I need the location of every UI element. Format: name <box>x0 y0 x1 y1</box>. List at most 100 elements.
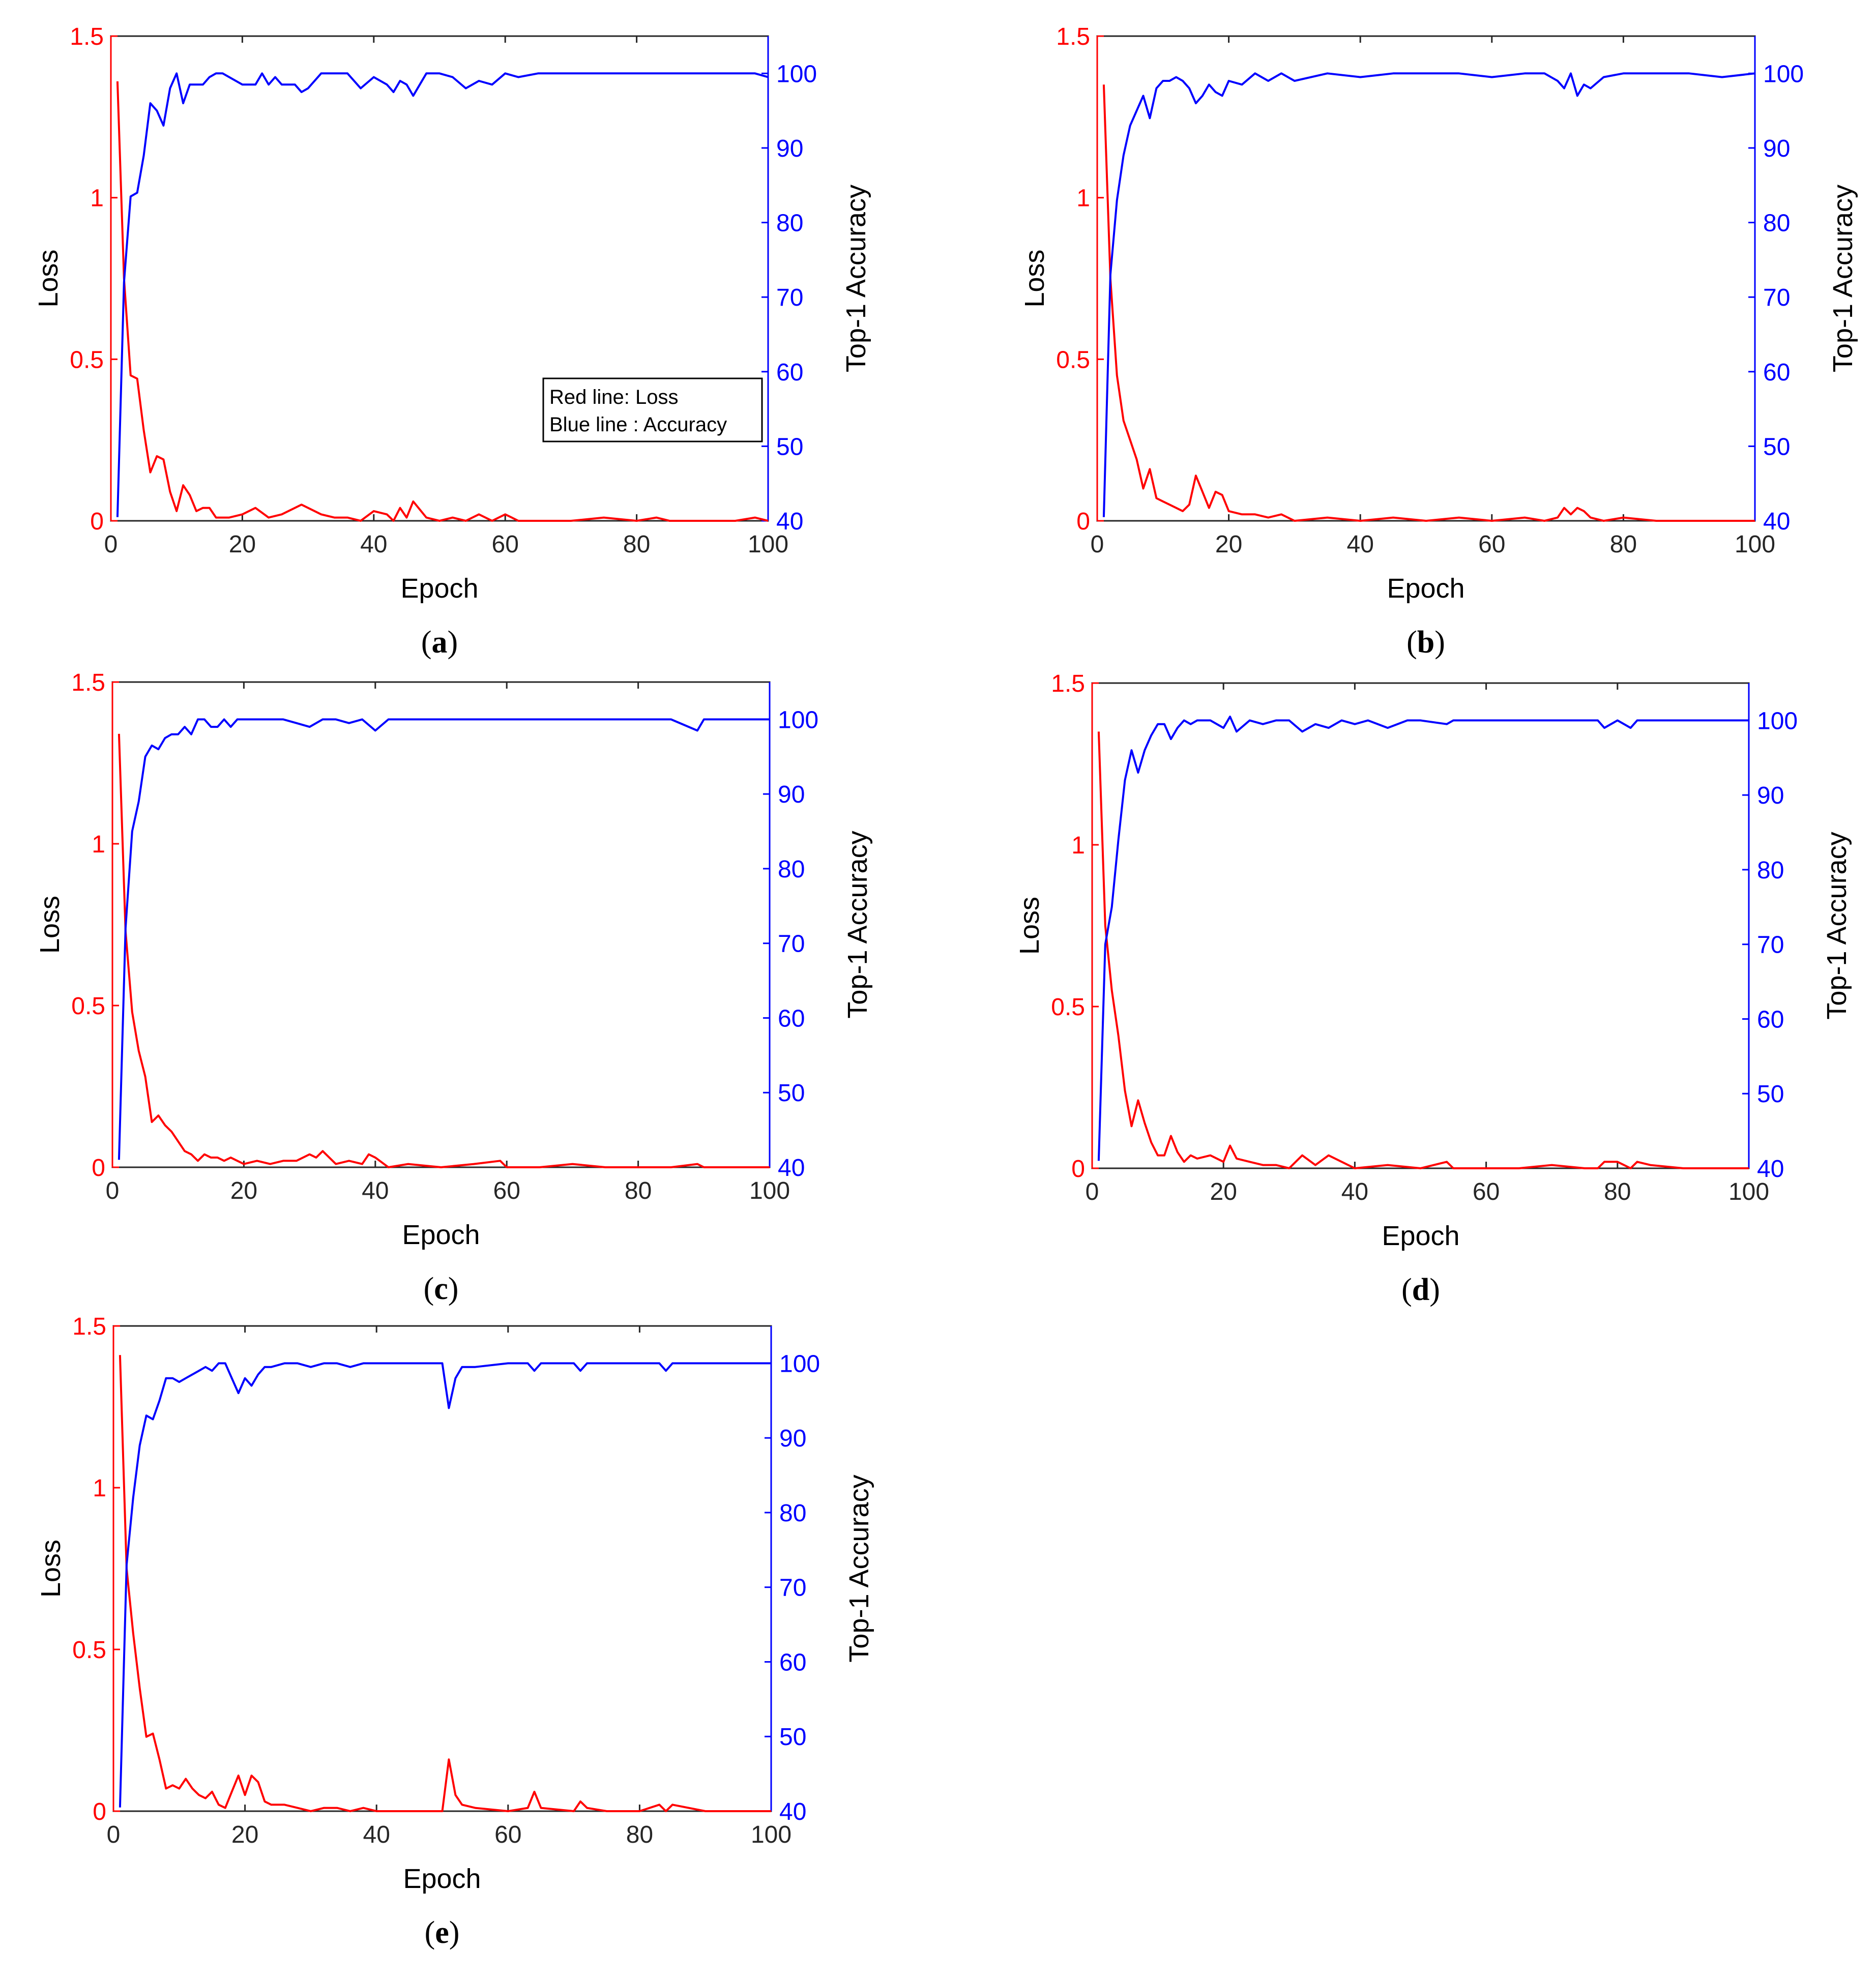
right-tick-label: 80 <box>779 1500 806 1527</box>
x-tick-label: 20 <box>229 531 256 558</box>
right-tick-label: 90 <box>776 135 803 162</box>
right-tick-label: 40 <box>778 1155 805 1182</box>
series-group <box>1097 716 1749 1169</box>
caption-close: ) <box>1429 1273 1440 1307</box>
loss-line <box>119 1355 771 1812</box>
plot-area: 0 20 40 60 80 100 0 0.5 1 1.5 40 50 60 70 80 90 100 <box>72 1313 820 1848</box>
x-axis-ticks: 0 20 40 60 80 100 <box>104 36 788 558</box>
x-tick-label: 100 <box>1735 531 1775 558</box>
right-tick-label: 80 <box>1757 857 1784 884</box>
right-axis-ticks: 40 50 60 70 80 90 100 <box>1742 683 1798 1183</box>
left-tick-label: 1.5 <box>1051 670 1085 697</box>
x-tick-label: 100 <box>1728 1178 1769 1205</box>
right-tick-label: 50 <box>779 1724 806 1751</box>
plot-area: 0 20 40 60 80 100 0 0.5 1 1.5 40 50 60 70 80 90 100 <box>71 669 818 1204</box>
right-tick-label: 60 <box>1757 1006 1784 1033</box>
x-axis-title: Epoch <box>1387 573 1464 604</box>
x-tick-label: 40 <box>360 531 387 558</box>
right-tick-label: 50 <box>778 1080 805 1107</box>
accuracy-line <box>118 718 770 1160</box>
left-tick-label: 1 <box>93 1475 106 1502</box>
left-tick-label: 0.5 <box>72 1637 106 1664</box>
x-tick-label: 60 <box>1473 1178 1500 1205</box>
panel-caption: (b) <box>1406 625 1445 660</box>
caption-letter: b <box>1417 625 1434 660</box>
left-tick-label: 1.5 <box>72 1313 106 1340</box>
x-axis-title: Epoch <box>402 1220 480 1250</box>
left-tick-label: 1.5 <box>70 23 104 50</box>
caption-letter: a <box>432 625 448 660</box>
caption-letter: d <box>1412 1273 1429 1307</box>
panel-c: 0 20 40 60 80 100 0 0.5 1 1.5 40 50 60 70 80 90 100 Ep… <box>35 669 873 1306</box>
right-axis-title: Top-1 Accuracy <box>1828 185 1858 372</box>
x-axis-title: Epoch <box>403 1864 481 1894</box>
x-tick-label: 40 <box>1341 1178 1368 1205</box>
loss-line <box>1097 731 1749 1169</box>
x-tick-label: 80 <box>623 531 650 558</box>
left-tick-label: 0.5 <box>1051 994 1085 1021</box>
panel-b: 0 20 40 60 80 100 0 0.5 1 1.5 40 50 60 70 80 90 100 Ep… <box>1019 23 1858 660</box>
right-axis-title: Top-1 Accuracy <box>844 1474 874 1662</box>
left-tick-label: 1 <box>1076 185 1090 212</box>
accuracy-line <box>119 1362 771 1808</box>
accuracy-line <box>1102 72 1755 517</box>
x-tick-label: 20 <box>1210 1178 1237 1205</box>
x-axis-title: Epoch <box>400 573 478 604</box>
caption-open: ( <box>1406 625 1417 660</box>
x-tick-label: 40 <box>362 1177 389 1204</box>
left-axis-ticks: 0 0.5 1 1.5 <box>1056 23 1104 535</box>
caption-letter: c <box>434 1272 448 1306</box>
right-tick-label: 100 <box>776 61 817 87</box>
x-tick-label: 60 <box>493 1177 520 1204</box>
right-tick-label: 50 <box>776 433 803 460</box>
x-tick-label: 0 <box>107 1821 121 1848</box>
legend: Red line: Loss Blue line : Accuracy <box>542 377 763 442</box>
left-axis-title: Loss <box>36 1540 66 1598</box>
legend-entry-loss: Red line: Loss <box>549 386 678 408</box>
panel-caption: (d) <box>1401 1273 1440 1307</box>
right-axis-ticks: 40 50 60 70 80 90 100 <box>761 36 817 535</box>
left-tick-label: 0 <box>90 508 104 535</box>
left-tick-label: 1.5 <box>1056 23 1090 50</box>
x-axis-ticks: 0 20 40 60 80 100 <box>106 682 790 1204</box>
x-tick-label: 60 <box>492 531 519 558</box>
loss-line <box>116 81 769 522</box>
right-tick-label: 90 <box>1763 135 1790 162</box>
x-tick-label: 80 <box>1604 1178 1631 1205</box>
x-tick-label: 60 <box>1478 531 1505 558</box>
plot-area: 0 20 40 60 80 100 0 0.5 1 1.5 40 50 60 70 80 90 100 <box>1056 23 1804 558</box>
x-tick-label: 80 <box>625 1177 652 1204</box>
right-axis-ticks: 40 50 60 70 80 90 100 <box>763 682 818 1182</box>
left-axis-ticks: 0 0.5 1 1.5 <box>70 23 118 535</box>
right-axis-title: Top-1 Accuracy <box>1822 832 1852 1019</box>
caption-open: ( <box>421 625 432 660</box>
series-group <box>116 72 769 522</box>
right-tick-label: 70 <box>776 284 803 311</box>
right-tick-label: 80 <box>776 210 803 237</box>
accuracy-line <box>116 72 769 517</box>
left-tick-label: 0 <box>92 1155 105 1182</box>
plot-area: 0 20 40 60 80 100 0 0.5 1 1.5 40 50 60 70 80 90 100 Re… <box>70 23 817 558</box>
right-tick-label: 100 <box>1763 61 1804 87</box>
left-axis-ticks: 0 0.5 1 1.5 <box>1051 670 1099 1183</box>
caption-letter: e <box>435 1915 449 1950</box>
right-tick-label: 80 <box>1763 210 1790 237</box>
right-tick-label: 40 <box>1757 1156 1784 1183</box>
right-tick-label: 80 <box>778 856 805 883</box>
x-tick-label: 20 <box>1215 531 1242 558</box>
x-axis-title: Epoch <box>1382 1221 1459 1251</box>
left-tick-label: 1 <box>92 831 105 858</box>
right-tick-label: 70 <box>778 931 805 958</box>
caption-open: ( <box>1401 1273 1412 1307</box>
x-tick-label: 80 <box>1610 531 1637 558</box>
legend-box <box>542 377 763 442</box>
caption-close: ) <box>448 625 458 660</box>
loss-line <box>118 733 770 1168</box>
right-tick-label: 100 <box>778 706 818 733</box>
series-group <box>118 718 770 1168</box>
right-axis-ticks: 40 50 60 70 80 90 100 <box>765 1326 820 1825</box>
left-tick-label: 0.5 <box>71 993 105 1020</box>
right-tick-label: 100 <box>1757 707 1798 734</box>
